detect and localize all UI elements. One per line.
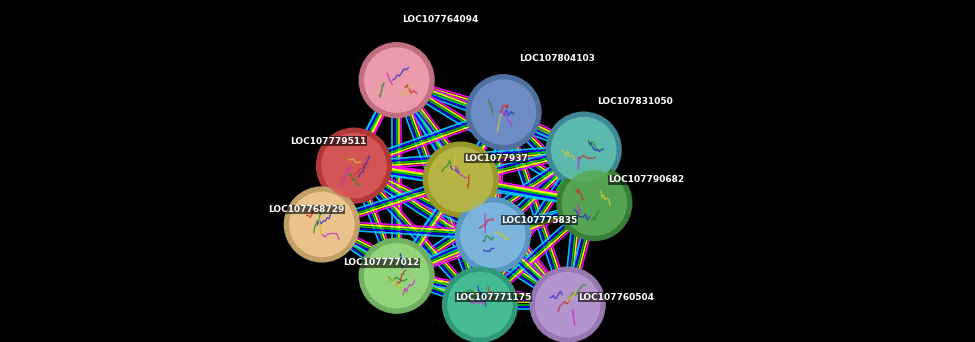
Circle shape	[359, 43, 434, 118]
Text: LOC107790682: LOC107790682	[608, 175, 684, 184]
Circle shape	[429, 147, 492, 212]
Circle shape	[466, 75, 541, 150]
Circle shape	[455, 198, 530, 273]
Circle shape	[359, 238, 434, 313]
Circle shape	[552, 118, 616, 182]
Text: LOC107768729: LOC107768729	[268, 205, 345, 214]
Circle shape	[322, 134, 386, 198]
Circle shape	[563, 171, 626, 235]
Text: LOC107764094: LOC107764094	[402, 15, 479, 24]
Circle shape	[472, 80, 535, 144]
Circle shape	[535, 273, 600, 337]
Text: LOC107771175: LOC107771175	[455, 293, 531, 302]
Circle shape	[365, 48, 429, 112]
Text: LOC107760504: LOC107760504	[578, 293, 654, 302]
Text: LOC107831050: LOC107831050	[598, 97, 674, 106]
Text: LOC107777012: LOC107777012	[343, 259, 419, 267]
Circle shape	[546, 112, 621, 187]
Circle shape	[423, 142, 498, 217]
Text: LOC107775835: LOC107775835	[501, 216, 577, 225]
Text: LOC107804103: LOC107804103	[520, 54, 596, 63]
Text: LOC107779511: LOC107779511	[290, 136, 367, 146]
Circle shape	[530, 267, 605, 342]
Circle shape	[443, 267, 518, 342]
Circle shape	[448, 273, 512, 337]
Circle shape	[461, 203, 525, 267]
Circle shape	[557, 166, 632, 240]
Circle shape	[365, 244, 429, 308]
Circle shape	[285, 187, 359, 262]
Circle shape	[317, 128, 391, 203]
Circle shape	[290, 193, 354, 256]
Text: LOC1077937: LOC1077937	[464, 154, 527, 163]
